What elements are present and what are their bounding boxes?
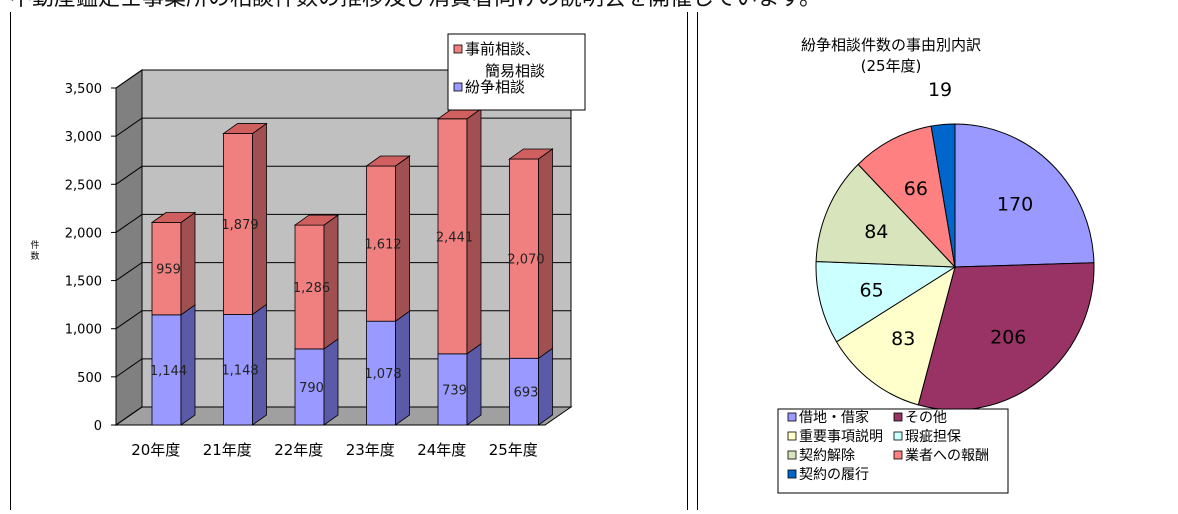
pie-legend-swatch — [893, 431, 903, 441]
bar-jizen-soudan-side — [180, 211, 196, 316]
y-axis-label: 数 — [30, 250, 39, 262]
pie-legend-label: 借地・借家 — [799, 409, 869, 426]
data-label-jizen: 2,070 — [507, 253, 544, 268]
pie-chart: 紛争相談件数の事由別内訳 (25年度) 170 206 83 65 84 66 19 借地・借家 そ… — [777, 36, 1095, 494]
x-tick-label: 25年度 — [489, 441, 538, 459]
y-tick-label: 2,000 — [65, 226, 102, 241]
pie-title: 紛争相談件数の事由別内訳 — [801, 36, 981, 54]
pie-legend-label: 契約の履行 — [799, 467, 869, 483]
pie-legend-swatch — [787, 412, 797, 422]
stacked-bar-chart-panel: 0 500 1,000 1,500 2,000 2,500 3,000 3,500 件数 1,14… — [10, 12, 688, 510]
y-tick-label: 1,000 — [65, 323, 102, 338]
x-tick-label: 22年度 — [274, 441, 323, 459]
legend-label-funso: 紛争相談 — [465, 78, 525, 96]
bar-jizen-soudan — [223, 133, 253, 315]
pie-legend-box — [777, 408, 1009, 494]
gridline — [115, 310, 571, 330]
y-tick-label: 0 — [94, 419, 102, 434]
data-label-jizen: 1,612 — [364, 238, 401, 253]
pie-slice — [815, 163, 957, 268]
bar-top-cap — [150, 212, 197, 223]
bar-funso-soudan — [509, 357, 539, 426]
y-tick-label: 500 — [77, 371, 102, 386]
gridline — [115, 406, 571, 426]
pie-data-label: 83 — [891, 328, 915, 350]
data-label-jizen: 1,286 — [293, 281, 330, 296]
bar-funso-soudan-side — [323, 338, 339, 426]
stacked-bar-chart: 0 500 1,000 1,500 2,000 2,500 3,000 3,500 件数 1,14… — [30, 33, 586, 459]
y-axis-label: 件 — [30, 239, 39, 251]
pie-subtitle: (25年度) — [861, 57, 922, 75]
pie-data-label: 84 — [864, 221, 888, 243]
bar-jizen-soudan — [366, 165, 396, 322]
bar-top-cap — [293, 214, 340, 226]
bar-funso-soudan — [437, 353, 468, 426]
bar-funso-soudan-side — [538, 347, 553, 426]
pie-data-label: 19 — [928, 79, 952, 101]
x-tick-label: 24年度 — [417, 441, 466, 459]
bar-top-cap — [365, 155, 411, 167]
bar-jizen-soudan — [437, 118, 468, 355]
bar-top-cap — [508, 148, 554, 160]
gridline — [115, 69, 571, 89]
legend-box — [447, 33, 586, 111]
data-label-jizen: 1,879 — [221, 218, 258, 233]
legend-swatch-funso — [453, 82, 463, 92]
back-wall — [141, 69, 572, 408]
pie-chart-panel: 紛争相談件数の事由別内訳 (25年度) 170 206 83 65 84 66 19 借地・借家 そ… — [697, 12, 1170, 510]
bar-funso-soudan — [223, 314, 253, 426]
pie-legend-label: 瑕疵担保 — [905, 429, 961, 445]
pie-data-label: 65 — [860, 279, 884, 301]
pie-legend-swatch — [787, 469, 797, 479]
gridline — [115, 262, 571, 281]
pie-slice — [815, 260, 957, 343]
side-wall — [115, 69, 143, 426]
gridline — [115, 117, 571, 137]
data-label-funso: 1,078 — [364, 367, 401, 382]
pie-legend-label: 契約解除 — [799, 448, 855, 464]
pie-legend-label: 業者への報酬 — [905, 448, 989, 464]
pie-legend-swatch — [893, 450, 903, 460]
y-tick-label: 2,500 — [65, 178, 102, 193]
pie-legend-label: 重要事項説明 — [799, 429, 883, 445]
y-tick-label: 3,000 — [65, 130, 102, 145]
bar-funso-soudan — [294, 348, 325, 426]
pie-legend-swatch — [787, 450, 797, 460]
data-label-jizen: 959 — [156, 263, 181, 278]
data-label-funso: 790 — [299, 381, 324, 396]
legend-label-jizen: 事前相談、 — [465, 40, 540, 58]
x-tick-label: 23年度 — [346, 441, 395, 459]
pie-legend-swatch — [893, 412, 903, 422]
data-label-funso: 693 — [514, 386, 539, 401]
pie-legend-label: その他 — [905, 410, 947, 426]
pie-slice — [857, 125, 956, 269]
pie-slice — [954, 123, 1095, 268]
data-label-funso: 739 — [442, 383, 467, 398]
bar-funso-soudan-side — [466, 343, 482, 426]
x-tick-label: 20年度 — [131, 441, 180, 459]
header-text: 不動産鑑定士事業所の相談件数の推移及び消費者向けの説明会を開催しています。 — [10, 0, 1170, 12]
bar-jizen-soudan — [294, 224, 325, 350]
gridline — [115, 213, 571, 233]
pie-data-label: 206 — [990, 327, 1026, 349]
bar-top-cap — [222, 123, 268, 134]
legend-label-jizen-line2: 簡易相談 — [485, 62, 545, 80]
data-label-jizen: 2,441 — [436, 230, 473, 245]
data-label-funso: 1,144 — [150, 364, 187, 379]
y-tick-label: 3,500 — [65, 82, 102, 97]
pie-data-label: 66 — [904, 178, 928, 200]
pie-legend-swatch — [787, 431, 797, 441]
gridline — [115, 165, 571, 185]
pie-slice — [930, 123, 956, 268]
pie-data-label: 170 — [997, 193, 1033, 215]
x-tick-label: 21年度 — [203, 441, 252, 459]
y-tick-label: 1,500 — [65, 275, 102, 290]
data-label-funso: 1,148 — [221, 364, 258, 379]
legend-swatch-jizen — [453, 44, 463, 54]
gridline — [115, 358, 571, 378]
pie-slice — [835, 265, 956, 406]
